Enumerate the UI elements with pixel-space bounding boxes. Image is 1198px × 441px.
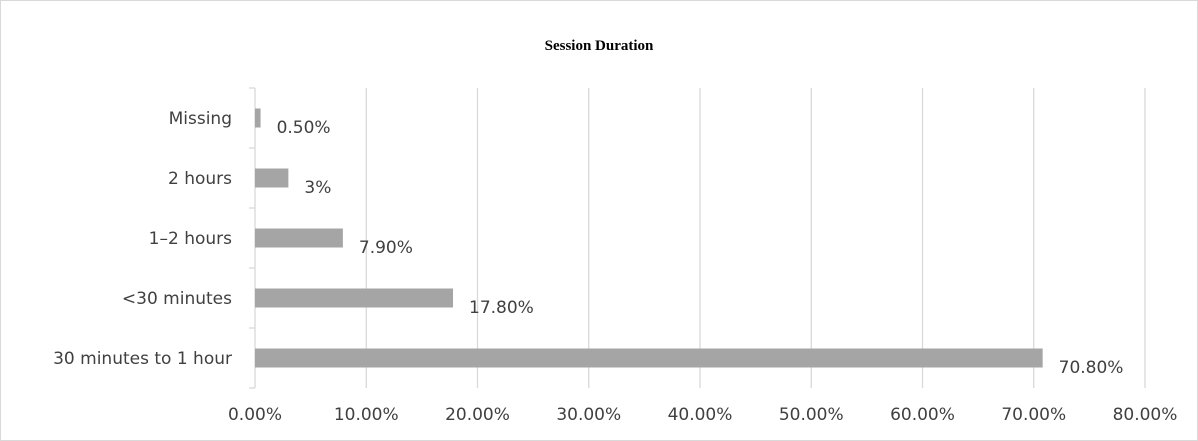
data-label: 0.50% — [277, 118, 331, 138]
bar — [255, 228, 343, 248]
data-label: 17.80% — [469, 298, 534, 318]
x-tick-label: 50.00% — [779, 405, 844, 425]
category-label: Missing — [169, 109, 232, 129]
data-label: 7.90% — [359, 238, 413, 258]
bar — [255, 348, 1043, 368]
category-label: 30 minutes to 1 hour — [53, 349, 232, 369]
x-tick-label: 60.00% — [890, 405, 955, 425]
x-tick-label: 10.00% — [334, 405, 399, 425]
category-label: 2 hours — [168, 169, 232, 189]
bar — [255, 108, 261, 128]
x-tick-label: 20.00% — [445, 405, 510, 425]
x-tick-label: 30.00% — [556, 405, 621, 425]
category-label: <30 minutes — [122, 289, 232, 309]
chart-title: Session Duration — [544, 38, 654, 54]
category-label: 1–2 hours — [149, 229, 232, 249]
bar — [255, 288, 454, 308]
x-tick-label: 40.00% — [668, 405, 733, 425]
x-tick-label: 70.00% — [1001, 405, 1066, 425]
data-label: 3% — [304, 178, 331, 198]
bar — [255, 168, 289, 188]
x-tick-label: 80.00% — [1113, 405, 1178, 425]
x-tick-label: 0.00% — [228, 405, 282, 425]
data-label: 70.80% — [1059, 358, 1124, 378]
